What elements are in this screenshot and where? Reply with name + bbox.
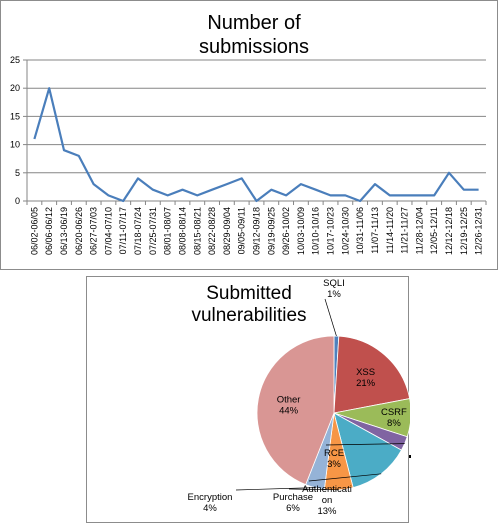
x-tick-label: 12/19-12/25 <box>459 207 469 255</box>
pie-slice-other <box>256 335 335 486</box>
x-tick-label: 08/15-08/21 <box>192 207 202 255</box>
x-tick-label: 12/12-12/18 <box>444 207 454 255</box>
x-tick-label: 08/22-08/28 <box>207 207 217 255</box>
line-chart-title-line-1: Number of <box>207 12 301 34</box>
pie-label-authentication: 13% <box>317 506 337 517</box>
pie-chart-panel: Submitted vulnerabilities SQLI 1% XSS 21% CS… <box>86 276 410 523</box>
pie-leader-sqli <box>324 298 337 337</box>
pie-chart-title-line-1: Submitted <box>206 283 292 304</box>
pie-label-sqli: SQLI <box>323 278 345 289</box>
pie-leader-encryption <box>235 487 315 491</box>
x-tick-label: 08/01-08/07 <box>163 207 173 255</box>
x-tick-label: 11/21-11/27 <box>400 207 410 254</box>
pie-leader-purchase <box>288 488 339 491</box>
line-chart-panel: Number of submissions 0 5 10 15 20 25 06/02-0… <box>0 0 498 270</box>
pie-slice-xss <box>333 335 410 414</box>
pie-label-sqli: 1% <box>327 289 341 300</box>
series-line <box>33 87 479 203</box>
pie-label-authentication: Authenticati <box>302 484 352 495</box>
x-tick-label: 07/04-07/10 <box>103 207 113 255</box>
line-chart: Number of submissions 0 5 10 15 20 25 06/02-0… <box>10 12 487 255</box>
x-tick-label: 11/28-12/04 <box>414 207 424 254</box>
x-tick-label: 12/26-12/31 <box>474 207 484 255</box>
pie-chart-title-line-2: vulnerabilities <box>191 305 306 326</box>
x-tick-label: 07/25-07/31 <box>148 207 158 255</box>
x-tick-label: 06/06-06/12 <box>44 207 54 255</box>
x-tick-label: 10/10-10/16 <box>311 207 321 255</box>
x-tick-label: 06/20-06/26 <box>74 207 84 255</box>
x-tick-label: 09/26-10/02 <box>281 207 291 255</box>
pie-leader-authentication <box>308 473 382 482</box>
pie-label-encryption: 4% <box>203 503 217 514</box>
x-tick-label: 09/12-09/18 <box>252 207 262 255</box>
x-tick-label: 11/14-11/20 <box>385 207 395 254</box>
pie-label-rce: RCE <box>324 448 344 459</box>
pie-label-csrf: CSRF <box>381 407 407 418</box>
y-tick-label: 0 <box>15 196 20 206</box>
x-tick-label: 09/05-09/11 <box>237 207 247 254</box>
line-chart-title-line-2: submissions <box>199 36 309 58</box>
y-tick-label: 20 <box>10 83 20 93</box>
x-tick-label: 06/13-06/19 <box>59 207 69 255</box>
pie-label-xss: XSS <box>356 367 375 378</box>
pie-label-purchase: Purchase <box>273 492 313 503</box>
x-tick-label: 06/27-07/03 <box>89 207 99 255</box>
x-tick-label: 07/18-07/24 <box>133 207 143 255</box>
x-tick-label: 09/19-09/25 <box>266 207 276 255</box>
pie-label-purchase: 6% <box>286 503 300 514</box>
pie-label-csrf: 8% <box>387 418 401 429</box>
x-tick-label: 08/08-08/14 <box>177 207 187 255</box>
x-tick-label: 10/17-10/23 <box>326 207 336 255</box>
y-tick-label: 15 <box>10 111 20 121</box>
pie-label-other: 44% <box>279 405 299 416</box>
x-tick-label: 06/02-06/05 <box>29 207 39 255</box>
stray-mark <box>409 455 411 458</box>
y-tick-label: 10 <box>10 140 20 150</box>
pie-label-xss: 21% <box>356 378 376 389</box>
pie-label-encryption: Encryption <box>188 492 233 503</box>
x-tick-label: 12/05-12/11 <box>429 207 439 254</box>
x-tick-label: 11/07-11/13 <box>370 207 380 254</box>
x-tick-label: 07/11-07/17 <box>118 207 128 254</box>
pie-label-rce: 3% <box>327 459 341 470</box>
pie-label-other: Other <box>277 394 301 405</box>
pie-label-authentication: on <box>322 495 333 506</box>
y-tick-label: 5 <box>15 168 20 178</box>
y-tick-label: 25 <box>10 55 20 65</box>
x-tick-label: 10/31-11/06 <box>355 207 365 254</box>
pie-leader-rce <box>325 443 405 446</box>
x-tick-label: 10/03-10/09 <box>296 207 306 255</box>
x-tick-label: 08/29-09/04 <box>222 207 232 255</box>
x-tick-label: 10/24-10/30 <box>340 207 350 255</box>
